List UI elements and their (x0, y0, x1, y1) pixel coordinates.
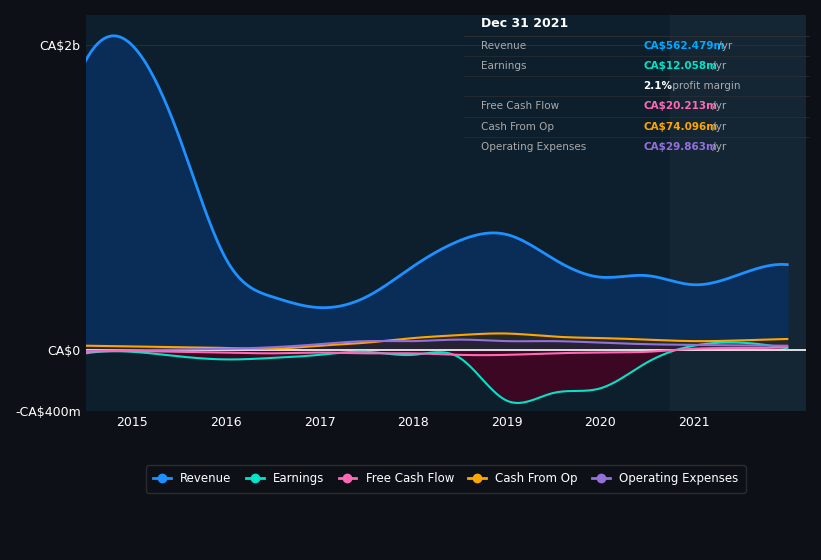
Bar (670, 15, 806, 411)
Text: Revenue: Revenue (481, 41, 526, 51)
Text: /yr: /yr (715, 41, 732, 51)
Text: /yr: /yr (709, 142, 726, 152)
Text: Operating Expenses: Operating Expenses (481, 142, 586, 152)
Legend: Revenue, Earnings, Free Cash Flow, Cash From Op, Operating Expenses: Revenue, Earnings, Free Cash Flow, Cash … (146, 465, 745, 492)
Text: profit margin: profit margin (669, 81, 741, 91)
Text: CA$74.096m: CA$74.096m (643, 122, 718, 132)
Text: /yr: /yr (709, 101, 726, 111)
Text: CA$12.058m: CA$12.058m (643, 61, 718, 71)
Text: Cash From Op: Cash From Op (481, 122, 554, 132)
Text: CA$562.479m: CA$562.479m (643, 41, 725, 51)
Text: Free Cash Flow: Free Cash Flow (481, 101, 559, 111)
Text: /yr: /yr (709, 61, 726, 71)
Text: Earnings: Earnings (481, 61, 526, 71)
Text: Dec 31 2021: Dec 31 2021 (481, 17, 568, 30)
Text: /yr: /yr (709, 122, 726, 132)
Text: CA$20.213m: CA$20.213m (643, 101, 718, 111)
Text: 2.1%: 2.1% (643, 81, 672, 91)
Text: CA$29.863m: CA$29.863m (643, 142, 717, 152)
